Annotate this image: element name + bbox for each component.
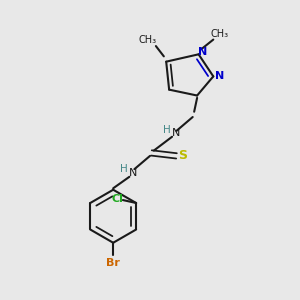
- Text: S: S: [178, 149, 187, 162]
- Text: CH₃: CH₃: [210, 29, 228, 39]
- Text: N: N: [129, 168, 137, 178]
- Text: N: N: [198, 47, 207, 57]
- Text: Br: Br: [106, 258, 120, 268]
- Text: Cl: Cl: [112, 194, 124, 204]
- Text: N: N: [215, 70, 224, 80]
- Text: H: H: [163, 125, 171, 135]
- Text: H: H: [120, 164, 128, 174]
- Text: CH₃: CH₃: [139, 35, 157, 45]
- Text: N: N: [172, 128, 180, 138]
